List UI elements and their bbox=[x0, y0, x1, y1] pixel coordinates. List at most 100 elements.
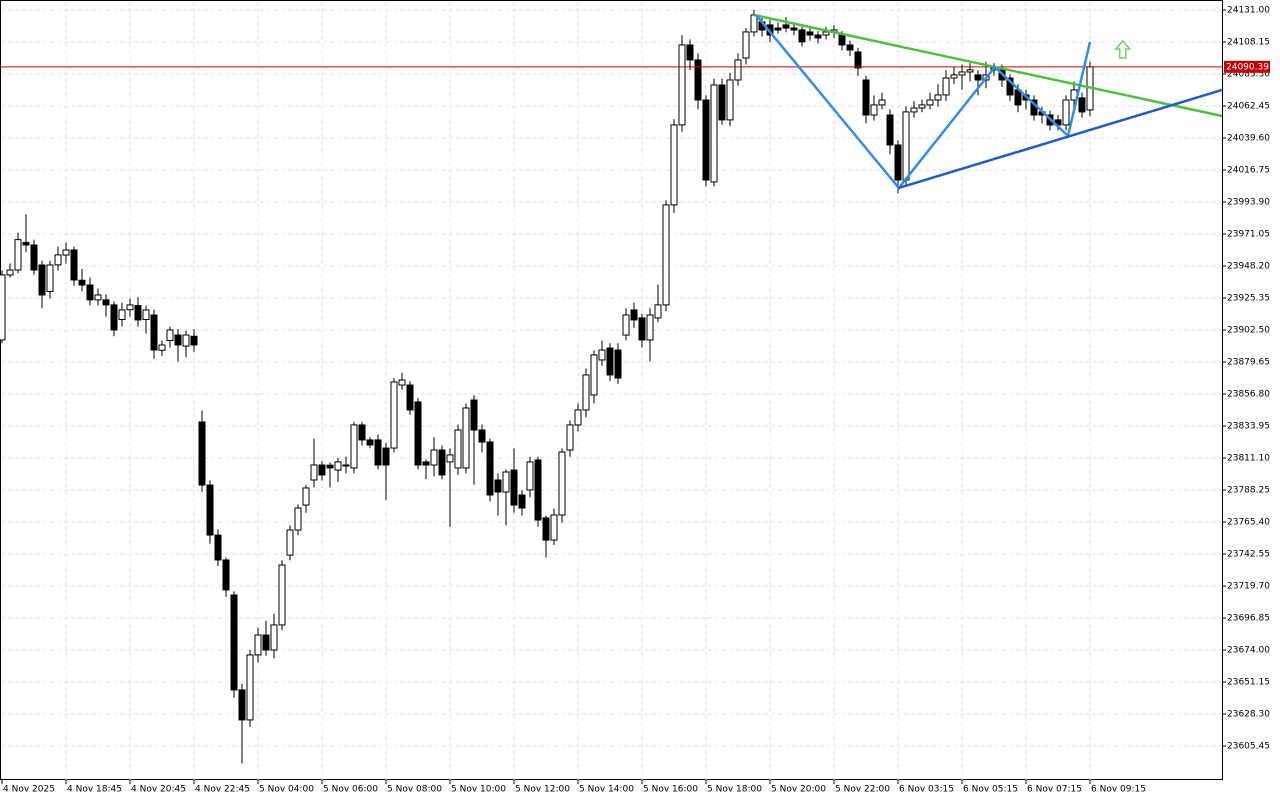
x-tick-label: 6 Nov 03:15 bbox=[899, 785, 954, 795]
candle-body bbox=[310, 464, 318, 481]
candle-body bbox=[798, 29, 806, 43]
candle-body bbox=[774, 27, 782, 31]
y-tick-label: 24016.75 bbox=[1227, 165, 1270, 175]
candle-body bbox=[966, 69, 974, 73]
x-tick-label: 5 Nov 06:00 bbox=[323, 785, 378, 795]
candle-body bbox=[118, 309, 126, 320]
candle-body bbox=[398, 379, 406, 386]
candle-body bbox=[782, 24, 790, 29]
candle-body bbox=[6, 269, 14, 276]
candle-body bbox=[94, 294, 102, 301]
candle-body bbox=[862, 79, 870, 116]
x-tick-label: 4 Nov 22:45 bbox=[195, 785, 250, 795]
y-tick-label: 23993.90 bbox=[1227, 197, 1270, 207]
candle-body bbox=[550, 514, 558, 541]
x-tick-label: 5 Nov 16:00 bbox=[643, 785, 698, 795]
candle-body bbox=[1078, 97, 1086, 113]
candle-body bbox=[86, 284, 94, 301]
x-tick-label: 5 Nov 08:00 bbox=[387, 785, 442, 795]
candle-body bbox=[46, 264, 54, 292]
candle-body bbox=[414, 401, 422, 466]
candle-body bbox=[1062, 99, 1070, 126]
candle-body bbox=[750, 14, 758, 33]
candle-body bbox=[950, 74, 958, 79]
candle-body bbox=[294, 507, 302, 531]
candle-body bbox=[814, 34, 822, 39]
candle-body bbox=[878, 99, 886, 106]
candle-body bbox=[470, 399, 478, 431]
x-tick-label: 4 Nov 2025 bbox=[3, 785, 55, 795]
candle-body bbox=[630, 309, 638, 321]
plot-frame bbox=[0, 0, 1223, 780]
last-price-label: 24090.39 bbox=[1226, 62, 1269, 72]
candle-body bbox=[70, 249, 78, 281]
candle-body bbox=[374, 439, 382, 466]
candle-body bbox=[510, 469, 518, 506]
candle-body bbox=[422, 461, 430, 466]
candle-body bbox=[286, 529, 294, 556]
y-tick-label: 23719.70 bbox=[1227, 582, 1270, 592]
y-tick-label: 23948.20 bbox=[1227, 261, 1270, 271]
candle-body bbox=[638, 317, 646, 341]
candle-body bbox=[734, 59, 742, 81]
y-tick-label: 23902.50 bbox=[1227, 325, 1270, 335]
x-tick-label: 4 Nov 18:45 bbox=[67, 785, 122, 795]
candle-body bbox=[486, 441, 494, 496]
candle-body bbox=[526, 461, 534, 491]
candle-body bbox=[790, 27, 798, 31]
candle-body bbox=[38, 264, 46, 296]
candle-body bbox=[326, 464, 334, 469]
candle-body bbox=[646, 314, 654, 341]
candle-body bbox=[726, 79, 734, 121]
candle-body bbox=[918, 104, 926, 109]
candle-body bbox=[430, 449, 438, 466]
candle-body bbox=[262, 634, 270, 651]
candle-body bbox=[694, 59, 702, 101]
candle-body bbox=[302, 487, 310, 506]
y-tick-label: 23628.30 bbox=[1227, 710, 1270, 720]
y-tick-label: 23833.95 bbox=[1227, 421, 1270, 431]
candle-body bbox=[366, 439, 374, 446]
y-tick-label: 23879.65 bbox=[1227, 357, 1270, 367]
y-tick-label: 24108.15 bbox=[1227, 37, 1270, 47]
candle-body bbox=[870, 104, 878, 116]
y-tick-label: 24062.45 bbox=[1227, 101, 1270, 111]
y-tick-label: 23742.55 bbox=[1227, 550, 1270, 560]
candle-body bbox=[142, 309, 150, 320]
candle-body bbox=[942, 77, 950, 96]
candle-body bbox=[214, 534, 222, 561]
candle-body bbox=[54, 254, 62, 266]
candle-body bbox=[454, 429, 462, 469]
candle-body bbox=[270, 624, 278, 651]
candle-body bbox=[710, 84, 718, 183]
x-tick-label: 5 Nov 10:00 bbox=[451, 785, 506, 795]
candle-body bbox=[598, 349, 606, 361]
candle-body bbox=[662, 204, 670, 306]
candle-body bbox=[230, 594, 238, 691]
candle-body bbox=[382, 447, 390, 466]
candle-body bbox=[622, 314, 630, 336]
y-tick-label: 23811.10 bbox=[1227, 453, 1270, 463]
candle-body bbox=[158, 344, 166, 351]
candle-body bbox=[150, 314, 158, 351]
candle-body bbox=[318, 464, 326, 476]
candle-body bbox=[718, 84, 726, 121]
y-tick-label: 23971.05 bbox=[1227, 229, 1270, 239]
candle-body bbox=[134, 304, 142, 321]
candle-body bbox=[518, 494, 526, 509]
y-tick-label: 24131.00 bbox=[1227, 5, 1270, 15]
candle-body bbox=[678, 44, 686, 126]
candle-body bbox=[30, 244, 38, 271]
candle-body bbox=[606, 347, 614, 376]
candle-body bbox=[110, 304, 118, 331]
x-tick-label: 4 Nov 20:45 bbox=[131, 785, 186, 795]
candle-body bbox=[670, 124, 678, 206]
x-tick-label: 6 Nov 07:15 bbox=[1027, 785, 1082, 795]
candle-body bbox=[182, 334, 190, 347]
y-tick-label: 24039.60 bbox=[1227, 133, 1270, 143]
candle-body bbox=[702, 99, 710, 181]
x-tick-label: 6 Nov 05:15 bbox=[963, 785, 1018, 795]
y-tick-label: 23765.40 bbox=[1227, 518, 1270, 528]
candle-body bbox=[574, 409, 582, 426]
